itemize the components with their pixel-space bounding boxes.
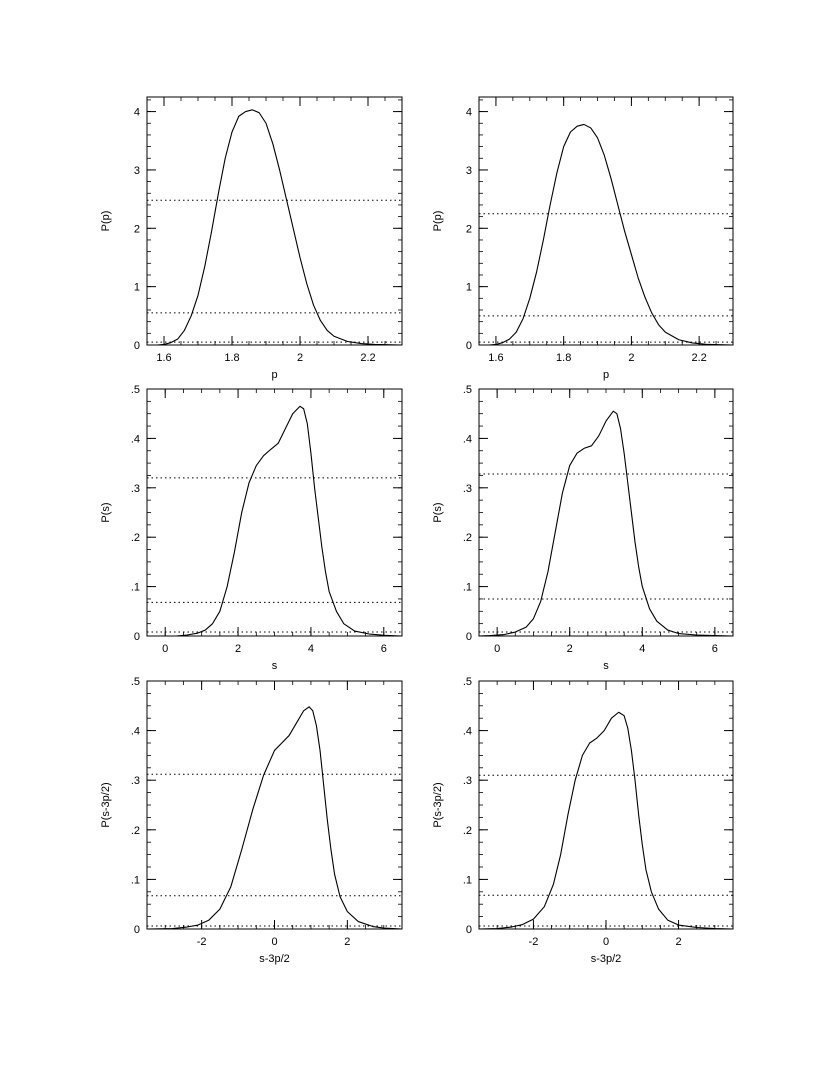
y-tick-label: .3 bbox=[131, 483, 140, 495]
x-tick-label: 0 bbox=[162, 643, 168, 655]
y-tick-label: .3 bbox=[131, 775, 140, 787]
x-tick-label: 1.8 bbox=[224, 352, 239, 364]
y-tick-label: .5 bbox=[131, 676, 140, 688]
y-tick-label: .5 bbox=[131, 384, 140, 396]
x-tick-label: 1.8 bbox=[556, 352, 571, 364]
plot-frame bbox=[146, 680, 403, 930]
x-tick-label: 0 bbox=[271, 936, 277, 948]
y-tick-label: .2 bbox=[463, 825, 472, 837]
y-axis-label: P(s) bbox=[432, 502, 444, 522]
chart-panel-6: -2 0 2 0 .1 .2 .3 .4 .5 s-3p/2 P(s-3p/2) bbox=[432, 676, 734, 965]
plot-frame bbox=[478, 680, 734, 930]
plot-frame bbox=[146, 388, 403, 637]
y-tick-label: .5 bbox=[463, 676, 472, 688]
chart-panel-5: -2 0 2 0 .1 .2 .3 .4 .5 s-3p/2 P(s-3p/2) bbox=[100, 676, 403, 965]
y-tick-label: 4 bbox=[466, 107, 472, 119]
x-tick-label: -2 bbox=[529, 936, 539, 948]
x-tick-label: 2 bbox=[344, 936, 350, 948]
x-tick-label: 1.6 bbox=[156, 352, 171, 364]
y-tick-label: 0 bbox=[466, 631, 472, 643]
y-tick-label: .1 bbox=[131, 874, 140, 886]
x-tick-label: 0 bbox=[603, 936, 609, 948]
x-axis-label: s-3p/2 bbox=[259, 953, 290, 965]
y-tick-label: .3 bbox=[463, 775, 472, 787]
y-axis-label: P(p) bbox=[432, 211, 444, 232]
y-tick-label: 0 bbox=[134, 924, 140, 936]
y-tick-label: .4 bbox=[463, 726, 472, 738]
y-tick-label: .5 bbox=[463, 384, 472, 396]
distribution-curve bbox=[146, 706, 403, 930]
x-tick-label: 2.2 bbox=[360, 352, 375, 364]
chart-panel-2: 1.6 1.8 2 2.2 0 1 2 3 4 p P(p) bbox=[432, 96, 734, 381]
y-tick-label: .1 bbox=[131, 582, 140, 594]
y-tick-label: 2 bbox=[466, 223, 472, 235]
y-tick-label: 3 bbox=[466, 165, 472, 177]
y-tick-label: .4 bbox=[463, 433, 472, 445]
y-tick-label: 4 bbox=[134, 107, 140, 119]
x-tick-label: 2 bbox=[676, 936, 682, 948]
plot-frame bbox=[146, 96, 403, 346]
x-tick-label: 2.2 bbox=[691, 352, 706, 364]
distribution-curve bbox=[147, 109, 403, 346]
x-axis-label: s-3p/2 bbox=[591, 953, 622, 965]
y-tick-label: 3 bbox=[134, 165, 140, 177]
x-tick-label: 6 bbox=[381, 643, 387, 655]
y-tick-label: .4 bbox=[131, 726, 140, 738]
y-axis-label: P(p) bbox=[100, 211, 112, 232]
x-tick-label: 6 bbox=[712, 643, 718, 655]
y-axis-label: P(s-3p/2) bbox=[100, 782, 112, 827]
x-tick-label: 0 bbox=[494, 643, 500, 655]
chart-panel-3: 0 2 4 6 0 .1 .2 .3 .4 .5 s P(s) bbox=[100, 384, 403, 672]
y-axis-label: P(s) bbox=[100, 502, 112, 522]
y-tick-label: 1 bbox=[134, 282, 140, 294]
x-tick-label: 2 bbox=[235, 643, 241, 655]
y-tick-label: 1 bbox=[466, 282, 472, 294]
x-tick-label: 2 bbox=[297, 352, 303, 364]
y-tick-label: .2 bbox=[463, 532, 472, 544]
x-axis-label: p bbox=[271, 369, 277, 381]
x-tick-label: 2 bbox=[567, 643, 573, 655]
x-tick-label: 1.6 bbox=[488, 352, 503, 364]
chart-panel-1: 1.6 1.8 2 2.2 0 1 2 3 4 p P(p) bbox=[100, 96, 403, 381]
x-tick-label: 2 bbox=[628, 352, 634, 364]
y-tick-label: .4 bbox=[131, 433, 140, 445]
distribution-curve bbox=[479, 123, 734, 346]
y-tick-label: 2 bbox=[134, 223, 140, 235]
x-axis-label: p bbox=[603, 369, 609, 381]
distribution-curve bbox=[478, 711, 734, 930]
distribution-curve bbox=[147, 405, 403, 637]
y-tick-label: .3 bbox=[463, 483, 472, 495]
y-tick-label: 0 bbox=[466, 340, 472, 352]
y-tick-label: 0 bbox=[134, 631, 140, 643]
y-tick-label: 0 bbox=[134, 340, 140, 352]
x-axis-label: s bbox=[272, 660, 278, 672]
x-axis-label: s bbox=[603, 660, 609, 672]
distribution-curve bbox=[478, 410, 734, 637]
y-tick-label: .2 bbox=[131, 532, 140, 544]
x-tick-label: -2 bbox=[197, 936, 207, 948]
y-tick-label: .1 bbox=[463, 874, 472, 886]
x-tick-label: 4 bbox=[308, 643, 314, 655]
y-tick-label: 0 bbox=[466, 924, 472, 936]
y-tick-label: .1 bbox=[463, 582, 472, 594]
y-axis-label: P(s-3p/2) bbox=[432, 782, 444, 827]
plot-frame bbox=[478, 96, 734, 346]
y-tick-label: .2 bbox=[131, 825, 140, 837]
chart-panel-4: 0 2 4 6 0 .1 .2 .3 .4 .5 s P(s) bbox=[432, 384, 734, 672]
x-tick-label: 4 bbox=[639, 643, 645, 655]
